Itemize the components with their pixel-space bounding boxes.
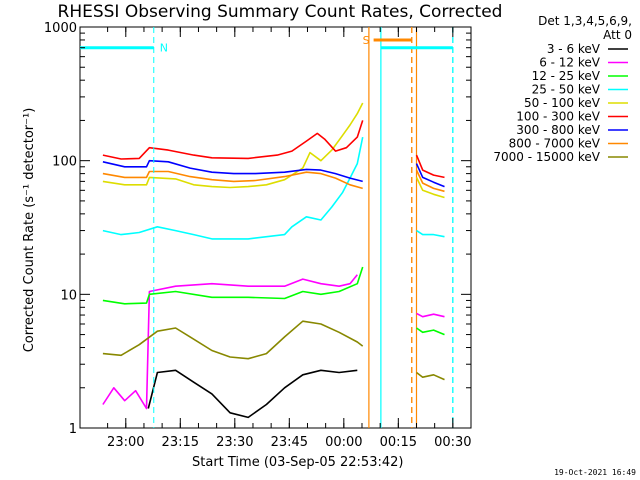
- series-line-after-gap: [416, 371, 445, 381]
- y-tick-label: 100: [52, 155, 77, 170]
- legend-label: 50 - 100 keV: [524, 96, 601, 110]
- y-axis-ticks: 1 10 100 1000: [44, 21, 471, 437]
- series-line: [102, 102, 364, 189]
- series-line-after-gap: [415, 177, 445, 199]
- legend-header-line2: Att 0: [603, 28, 632, 42]
- series-line: [102, 170, 363, 190]
- flag-label: N: [160, 42, 168, 55]
- series-line: [102, 159, 363, 183]
- x-axis-ticks: 23:00 23:15 23:30 23:45 00:00 00:15 00:30: [107, 27, 472, 450]
- legend-label: 25 - 50 keV: [532, 83, 601, 97]
- series-line-after-gap: [416, 312, 445, 318]
- legend-label: 3 - 6 keV: [547, 42, 601, 56]
- timestamp-label: 19-Oct-2021 16:49: [554, 468, 636, 477]
- x-tick-label: 00:15: [380, 435, 417, 450]
- legend-label: 12 - 25 keV: [532, 69, 601, 83]
- series-line-after-gap: [416, 229, 445, 238]
- legend-label: 300 - 800 keV: [516, 123, 600, 137]
- series-line-after-gap: [415, 163, 445, 188]
- series-line: [102, 120, 364, 160]
- series-lines: [102, 102, 445, 419]
- legend-label: 100 - 300 keV: [516, 110, 600, 124]
- series-line-after-gap: [415, 154, 445, 179]
- x-tick-label: 00:30: [434, 435, 471, 450]
- x-tick-label: 23:45: [271, 435, 308, 450]
- series-line-after-gap: [416, 327, 445, 336]
- series-line-after-gap: [415, 169, 445, 193]
- series-line: [102, 274, 358, 410]
- legend-header-line1: Det 1,3,4,5,6,9,: [538, 14, 632, 28]
- flag-label: S: [363, 34, 370, 47]
- legend-label: 6 - 12 keV: [539, 56, 601, 70]
- chart-title: RHESSI Observing Summary Count Rates, Co…: [58, 2, 503, 22]
- series-line: [147, 369, 358, 419]
- x-axis-label: Start Time (03-Sep-05 22:53:42): [192, 455, 403, 470]
- y-tick-label: 10: [60, 288, 77, 303]
- legend-label: 800 - 7000 keV: [509, 137, 601, 151]
- x-tick-label: 23:00: [107, 435, 144, 450]
- plot-frame: [79, 26, 472, 429]
- plot-area: [79, 26, 472, 429]
- y-tick-label: 1000: [44, 21, 77, 36]
- y-axis-label: Corrected Count Rate (s⁻¹ detector⁻¹): [22, 108, 37, 353]
- y-tick-label: 1: [69, 422, 77, 437]
- series-line: [102, 136, 364, 240]
- x-tick-label: 23:30: [216, 435, 253, 450]
- series-line: [102, 320, 364, 360]
- x-tick-label: 23:15: [162, 435, 199, 450]
- series-line: [102, 266, 364, 305]
- flag-markers: NS: [80, 27, 454, 428]
- x-tick-label: 00:00: [325, 435, 362, 450]
- legend-label: 7000 - 15000 keV: [493, 150, 600, 164]
